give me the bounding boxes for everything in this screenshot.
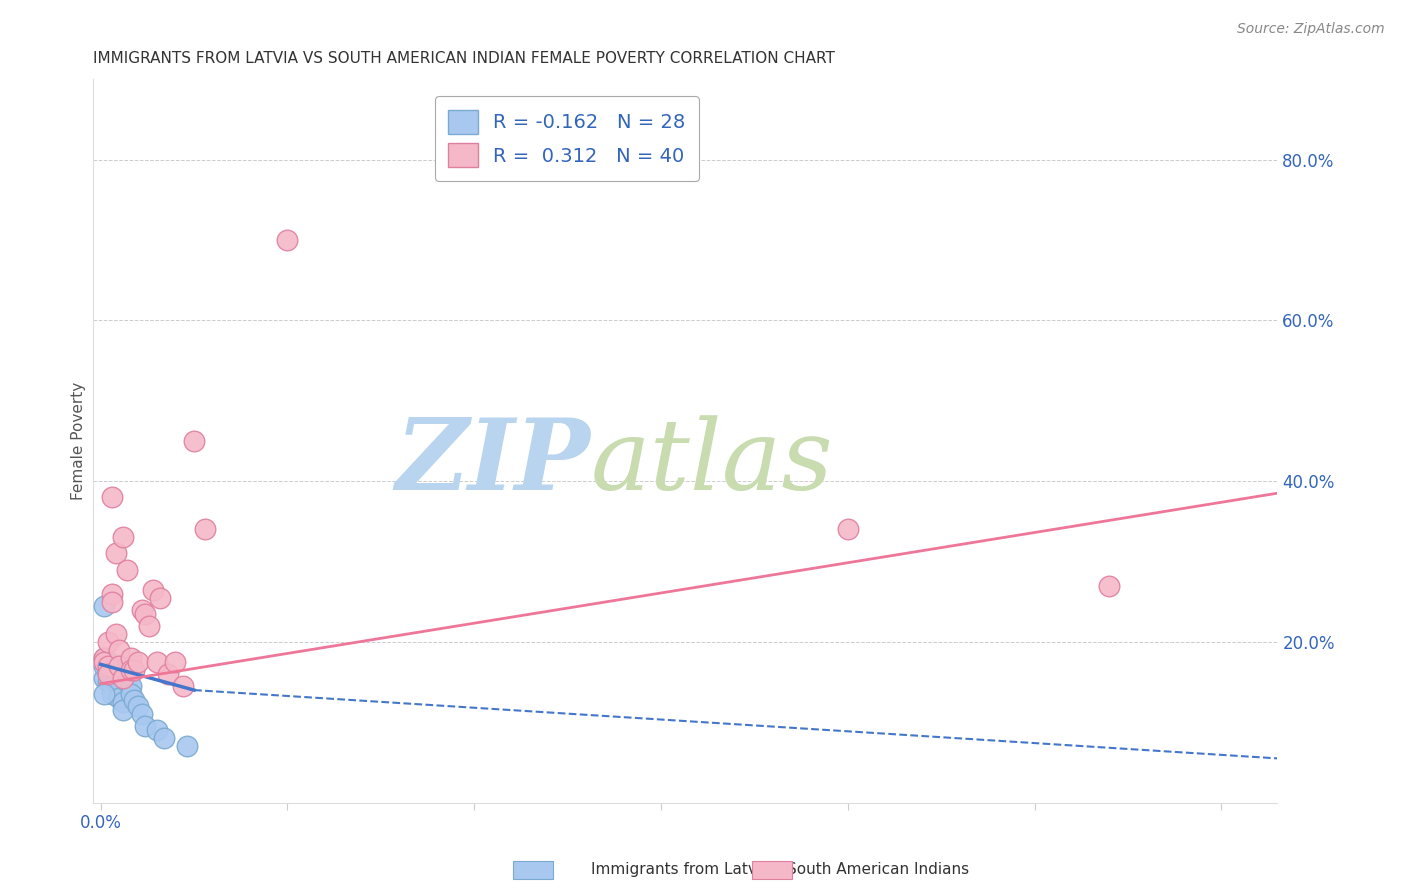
Point — [93, 651, 115, 665]
Point — [142, 582, 165, 597]
Text: atlas: atlas — [591, 415, 834, 510]
Point — [97, 659, 120, 673]
Point — [115, 675, 138, 690]
Point — [101, 663, 124, 677]
Text: Immigrants from Latvia: Immigrants from Latvia — [591, 863, 770, 877]
Point — [120, 679, 142, 693]
Point — [120, 663, 142, 677]
Point — [276, 233, 298, 247]
Point — [124, 692, 146, 706]
Point — [101, 595, 124, 609]
Point — [112, 695, 135, 709]
Point — [194, 522, 217, 536]
Point — [120, 687, 142, 701]
Text: IMMIGRANTS FROM LATVIA VS SOUTH AMERICAN INDIAN FEMALE POVERTY CORRELATION CHART: IMMIGRANTS FROM LATVIA VS SOUTH AMERICAN… — [93, 51, 835, 66]
Point — [97, 663, 120, 677]
Point — [93, 671, 115, 685]
Point — [97, 667, 120, 681]
Point — [93, 599, 115, 613]
Point — [134, 607, 156, 621]
Point — [101, 490, 124, 504]
Point — [104, 546, 127, 560]
Point — [101, 687, 124, 701]
Point — [93, 651, 115, 665]
Text: Source: ZipAtlas.com: Source: ZipAtlas.com — [1237, 22, 1385, 37]
Point — [172, 679, 194, 693]
Point — [176, 739, 198, 754]
Point — [149, 591, 172, 605]
Point — [104, 659, 127, 673]
Text: ZIP: ZIP — [395, 415, 591, 511]
Point — [101, 679, 124, 693]
Point — [97, 675, 120, 690]
Point — [93, 659, 115, 673]
Point — [145, 723, 167, 738]
Point — [153, 731, 176, 746]
Point — [104, 627, 127, 641]
Point — [127, 655, 149, 669]
Point — [97, 667, 120, 681]
Point — [97, 655, 120, 669]
Point — [112, 530, 135, 544]
Point — [108, 691, 131, 706]
Legend: R = -0.162   N = 28, R =  0.312   N = 40: R = -0.162 N = 28, R = 0.312 N = 40 — [434, 96, 699, 181]
Point — [115, 563, 138, 577]
Point — [131, 707, 153, 722]
Point — [101, 587, 124, 601]
Point — [124, 663, 146, 677]
Point — [131, 603, 153, 617]
Text: South American Indians: South American Indians — [787, 863, 970, 877]
Point — [115, 667, 138, 681]
Point — [183, 434, 205, 448]
Point — [837, 522, 859, 536]
Point — [104, 675, 127, 690]
Point — [93, 687, 115, 701]
Point — [108, 679, 131, 693]
Y-axis label: Female Poverty: Female Poverty — [72, 382, 86, 500]
Point — [145, 655, 167, 669]
Point — [101, 671, 124, 685]
Point — [108, 659, 131, 673]
Point — [112, 671, 135, 685]
Point — [156, 667, 179, 681]
Point — [93, 655, 115, 669]
Point — [127, 699, 149, 714]
Point — [101, 683, 124, 698]
Point — [104, 667, 127, 681]
Point — [165, 655, 187, 669]
Point — [112, 703, 135, 717]
Point — [108, 643, 131, 657]
Point — [120, 651, 142, 665]
Point — [138, 619, 160, 633]
Point — [134, 719, 156, 733]
Point — [1098, 579, 1121, 593]
Point — [97, 635, 120, 649]
